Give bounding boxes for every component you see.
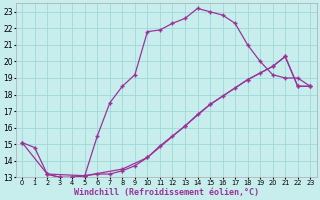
X-axis label: Windchill (Refroidissement éolien,°C): Windchill (Refroidissement éolien,°C) [74,188,259,197]
